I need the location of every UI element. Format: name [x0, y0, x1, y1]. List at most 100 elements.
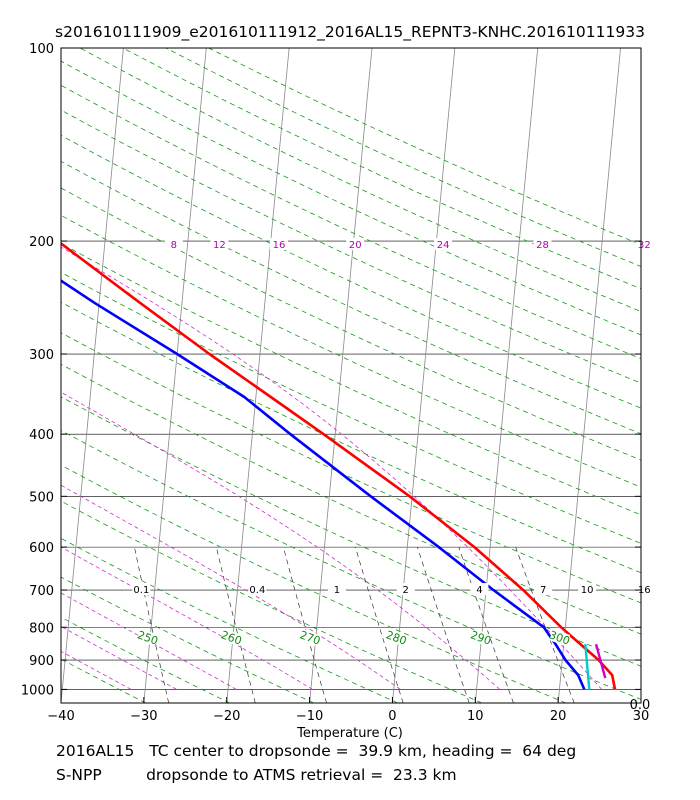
dry-adiabat — [61, 576, 314, 703]
y-tick-label-100: 100 — [29, 42, 54, 57]
dry-adiabat — [61, 134, 641, 409]
mixing-ratio-label-7-bg — [534, 583, 553, 596]
mixing-ratio-label-0.1: 0.1 — [133, 585, 149, 596]
dry-adiabat — [61, 214, 641, 488]
dewpoint-line — [61, 279, 586, 690]
dry-adiabat — [61, 60, 641, 336]
moist-label-16-bg — [270, 238, 289, 251]
moist-label-28: 28 — [536, 240, 549, 251]
surface-marker — [594, 643, 607, 679]
dry-adiabat — [61, 84, 641, 360]
mixing-ratio-label-10-bg — [578, 583, 597, 596]
moist-label-20-bg — [346, 238, 365, 251]
dry-adiabat — [61, 160, 641, 435]
background-lines — [0, 48, 641, 703]
y-tick-label-200: 200 — [29, 235, 54, 250]
profile-lines — [61, 241, 617, 690]
mixing-ratio-line — [458, 546, 514, 703]
dry-adiabat — [61, 243, 641, 516]
theta-label-260-bg — [221, 628, 243, 647]
mixing-ratio-label-1: 1 — [334, 585, 340, 596]
mixing-ratio-line — [417, 546, 470, 703]
x-tick-label-20: 20 — [550, 709, 567, 724]
x-tick-label-0: 0 — [388, 709, 396, 724]
y-tick-label-1000: 1000 — [21, 683, 54, 698]
isotherm-line — [61, 48, 124, 703]
isotherm-line — [557, 48, 621, 703]
plot-frame — [60, 47, 642, 704]
moist-label-24-bg — [434, 238, 453, 251]
mixing-ratio-label-0.4-bg — [248, 583, 267, 596]
dry-adiabat — [208, 48, 641, 246]
chart-title: s201610111909_e201610111912_2016AL15_REP… — [55, 23, 645, 42]
isotherm-line — [226, 48, 290, 703]
moist-label-24: 24 — [437, 240, 450, 251]
moist-label-8-bg — [164, 238, 183, 251]
dry-adiabat — [61, 332, 641, 604]
x-tick-label--10: −10 — [296, 709, 323, 724]
dry-adiabat — [61, 616, 230, 703]
mixing-ratio-label-10: 10 — [581, 585, 594, 596]
theta-label-280: 280 — [384, 628, 408, 647]
dry-adiabat — [61, 187, 641, 461]
isotherm-line — [0, 48, 41, 703]
mixing-ratio-line — [134, 547, 170, 703]
dry-adiabat — [61, 702, 62, 703]
dry-adiabat — [61, 658, 146, 703]
dry-adiabat — [61, 271, 641, 544]
dry-adiabat — [61, 537, 398, 703]
y-tick-label-300: 300 — [29, 348, 54, 363]
moist-adiabat — [61, 625, 177, 690]
moist-adiabat — [61, 391, 501, 690]
moist-label-20: 20 — [349, 240, 362, 251]
mixing-ratio-label-16: 16 — [638, 585, 651, 596]
moist-label-12: 12 — [213, 240, 226, 251]
caption-line-1: 2016AL15 TC center to dropsonde = 39.9 k… — [56, 742, 577, 760]
moist-label-16: 16 — [273, 240, 286, 251]
x-tick-label--40: −40 — [47, 709, 74, 724]
mixing-ratio-label-4: 4 — [476, 585, 482, 596]
isotherm-line — [309, 48, 373, 703]
dry-adiabat — [61, 363, 641, 635]
theta-label-290: 290 — [469, 628, 493, 647]
corner-label: 0.0 — [630, 698, 651, 713]
moist-adiabat — [61, 592, 237, 690]
dry-adiabat — [61, 109, 641, 384]
theta-label-290-bg — [470, 628, 492, 647]
mixing-ratio-label-1-bg — [327, 583, 346, 596]
x-tick-label-10: 10 — [467, 709, 484, 724]
theta-label-270-bg — [299, 628, 321, 647]
theta-label-300-bg — [549, 628, 571, 647]
dry-adiabat — [61, 429, 641, 700]
theta-label-270: 270 — [298, 628, 322, 647]
dry-adiabat — [165, 48, 641, 267]
y-tick-label-500: 500 — [29, 490, 54, 505]
x-tick-label-30: 30 — [633, 709, 650, 724]
moist-adiabat — [61, 246, 603, 690]
dry-adiabat — [61, 500, 482, 703]
moist-label-28-bg — [533, 238, 552, 251]
mixing-ratio-line — [283, 547, 327, 703]
moist-adiabat — [61, 484, 401, 690]
x-tick-label--30: −30 — [130, 709, 157, 724]
y-tick-label-700: 700 — [29, 584, 54, 599]
mixing-ratio-line — [215, 547, 256, 703]
y-tick-label-800: 800 — [29, 621, 54, 636]
mixing-ratio-label-4-bg — [470, 583, 489, 596]
mixing-ratio-label-16-bg — [635, 583, 654, 596]
mixing-ratio-label-2: 2 — [402, 585, 408, 596]
y-tick-label-900: 900 — [29, 654, 54, 669]
moist-label-8: 8 — [171, 240, 177, 251]
moist-label-12-bg — [210, 238, 229, 251]
theta-label-260: 260 — [219, 628, 243, 647]
theta-label-250-bg — [137, 628, 159, 647]
mixing-ratio-label-0.1-bg — [132, 583, 151, 596]
isotherm-line — [640, 698, 641, 703]
mixing-ratio-line — [355, 546, 404, 703]
isotherm-line — [474, 48, 539, 703]
dry-adiabat — [61, 301, 641, 574]
surface-marker — [584, 644, 591, 690]
